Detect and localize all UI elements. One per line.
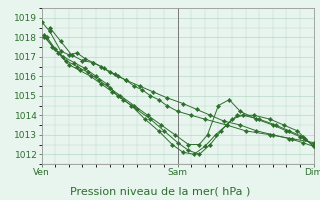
- Text: Pression niveau de la mer( hPa ): Pression niveau de la mer( hPa ): [70, 186, 250, 196]
